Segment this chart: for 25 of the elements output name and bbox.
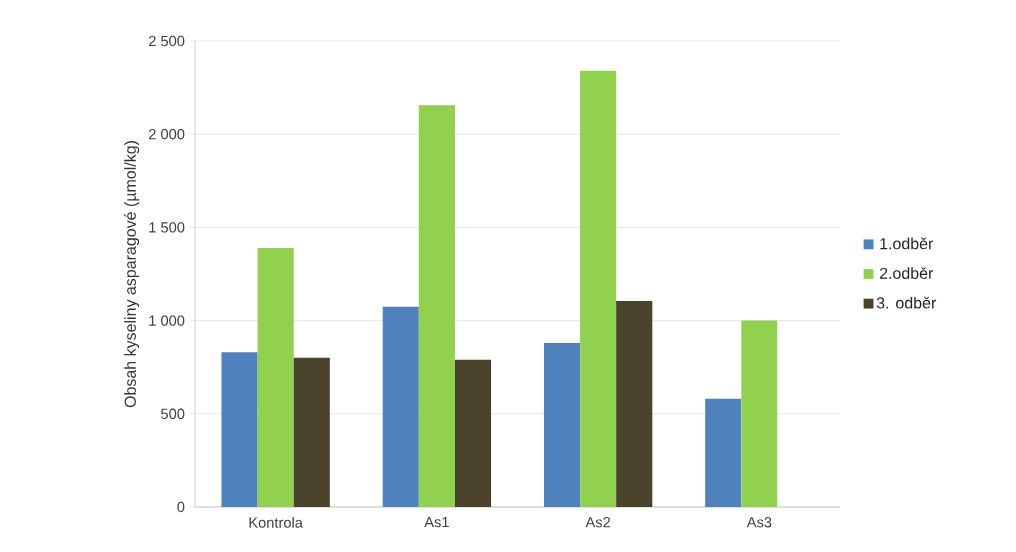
bar [580, 70, 617, 507]
bar [705, 398, 742, 507]
bar [543, 342, 581, 507]
x-tick-label: Kontrola [249, 517, 303, 528]
bar [454, 359, 492, 507]
bar [382, 306, 419, 507]
x-tick-label: As2 [585, 517, 611, 528]
y-tick-label: 500 [161, 408, 185, 419]
bar [293, 357, 330, 507]
y-tick-label: 2 000 [148, 129, 185, 140]
x-tick-label: As1 [424, 517, 449, 528]
legend-label: 3. odběr [876, 296, 937, 309]
y-tick-label: 1 000 [149, 315, 185, 326]
x-tick-label: As3 [746, 517, 772, 528]
bar [418, 105, 455, 507]
bar [221, 352, 258, 507]
bar [741, 320, 778, 507]
y-tick-label: 1 500 [149, 222, 185, 233]
y-axis-title: Obsah kyseliny asparagové (µmol/kg) [124, 141, 140, 408]
bar [616, 301, 653, 507]
legend-label: 2.odběr [879, 267, 934, 279]
y-tick-label: 2 500 [148, 35, 185, 47]
legend-label: 1.odběr [880, 237, 934, 250]
y-tick-label: 0 [177, 501, 185, 513]
bar [257, 247, 294, 507]
